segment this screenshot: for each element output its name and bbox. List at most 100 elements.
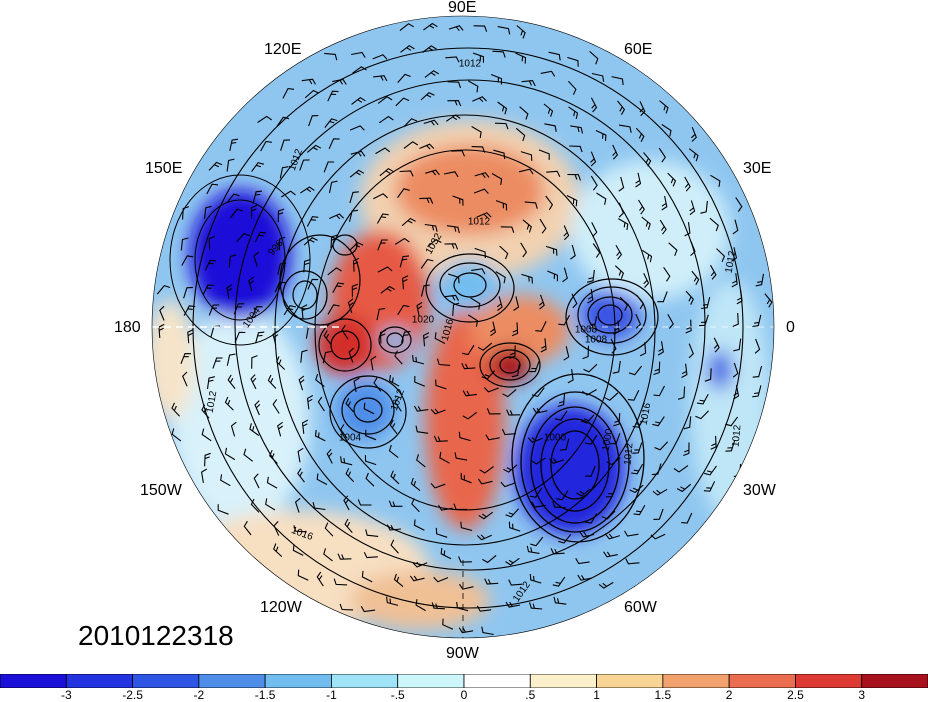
wind-barb (462, 344, 475, 356)
wind-barb (652, 488, 668, 496)
wind-barb (462, 411, 478, 420)
wind-barb (308, 115, 319, 127)
wind-barb (206, 376, 216, 390)
wind-barb (340, 424, 348, 439)
wind-barb (277, 262, 287, 275)
wind-barb (316, 473, 328, 485)
wind-barb (752, 385, 762, 398)
wind-barb (419, 143, 435, 150)
wind-barb (685, 290, 694, 305)
wind-barb (388, 444, 399, 459)
wind-barb (515, 52, 527, 64)
anomaly-shading (152, 16, 774, 638)
wind-barb (472, 52, 485, 63)
wind-barb (304, 89, 320, 99)
wind-barb (445, 114, 461, 122)
wind-barb (227, 374, 236, 389)
wind-barb (423, 332, 430, 347)
wind-barb (206, 183, 219, 195)
wind-barb (596, 192, 607, 205)
wind-barb (725, 440, 736, 452)
wind-barb (248, 276, 255, 292)
wind-barb (618, 176, 625, 192)
wind-barb (558, 314, 570, 326)
wind-barb (473, 25, 488, 32)
wind-barb (397, 304, 410, 316)
colorbar-box (529, 674, 597, 688)
wind-barb (217, 504, 229, 515)
wind-barb (752, 314, 762, 328)
wind-barb (530, 536, 544, 547)
wind-barb (619, 296, 629, 311)
wind-barb (363, 551, 378, 559)
wind-barb (661, 195, 668, 211)
wind-barb (632, 417, 645, 428)
wind-barb (667, 314, 674, 329)
wind-barb (460, 521, 473, 532)
wind-barb (208, 235, 215, 250)
isobar-value-label: 1004 (338, 432, 362, 444)
wind-barb (427, 238, 442, 248)
wind-barb (224, 396, 234, 411)
isobar-value-label: 1008 (574, 324, 598, 336)
wind-barb (601, 510, 616, 520)
wind-barb (613, 413, 621, 427)
wind-barb (204, 259, 217, 271)
wind-barb (713, 337, 720, 353)
wind-barb (531, 501, 546, 508)
wind-barb (159, 305, 165, 321)
wind-barb (617, 100, 626, 115)
wind-barb (228, 254, 237, 268)
wind-barb (461, 362, 476, 370)
wind-barb (538, 294, 545, 310)
wind-barb (462, 390, 477, 397)
wind-barb (350, 150, 366, 157)
wind-barb (545, 245, 558, 256)
wind-barb (156, 284, 171, 295)
label-90E: 90E (448, 0, 477, 16)
wind-barb (230, 421, 237, 437)
wind-barb (250, 374, 257, 390)
wind-barb (436, 358, 451, 366)
wind-barb (590, 97, 598, 113)
wind-barb (294, 497, 301, 513)
wind-barb (598, 581, 614, 589)
wind-barb (478, 511, 494, 520)
wind-barb (298, 375, 305, 391)
wind-barb (200, 468, 208, 483)
colorbar-box (463, 674, 531, 688)
wind-barb (684, 222, 691, 237)
wind-barb (659, 100, 669, 114)
wind-barb (595, 130, 607, 142)
wind-barb (323, 330, 332, 345)
wind-barb (202, 284, 214, 296)
wind-barb (251, 306, 263, 318)
wind-barb (633, 504, 646, 516)
wind-barb (615, 244, 623, 260)
wind-barb (201, 404, 210, 419)
wind-barb (643, 152, 652, 167)
wind-barb (452, 302, 460, 316)
wind-barb (430, 483, 446, 489)
wind-barb (400, 331, 411, 343)
wind-barb (528, 602, 543, 610)
wind-barb (505, 601, 521, 608)
wind-barb (471, 268, 486, 275)
wind-barb (451, 150, 466, 157)
wind-barb (433, 576, 449, 583)
wind-barb (493, 149, 506, 160)
wind-barb (546, 170, 561, 177)
label-120E: 120E (264, 41, 302, 58)
wind-barb (735, 197, 743, 212)
wind-barb (591, 72, 605, 82)
wind-barb (434, 332, 446, 344)
wind-barb (272, 330, 279, 346)
wind-barb (497, 26, 511, 35)
wind-barb (409, 575, 425, 582)
wind-barb (348, 209, 359, 222)
colorbar-tick-label: 2.5 (787, 688, 804, 702)
wind-barb (208, 161, 223, 171)
wind-barb (301, 419, 309, 434)
wind-barb (403, 141, 419, 149)
wind-barb (399, 170, 414, 177)
